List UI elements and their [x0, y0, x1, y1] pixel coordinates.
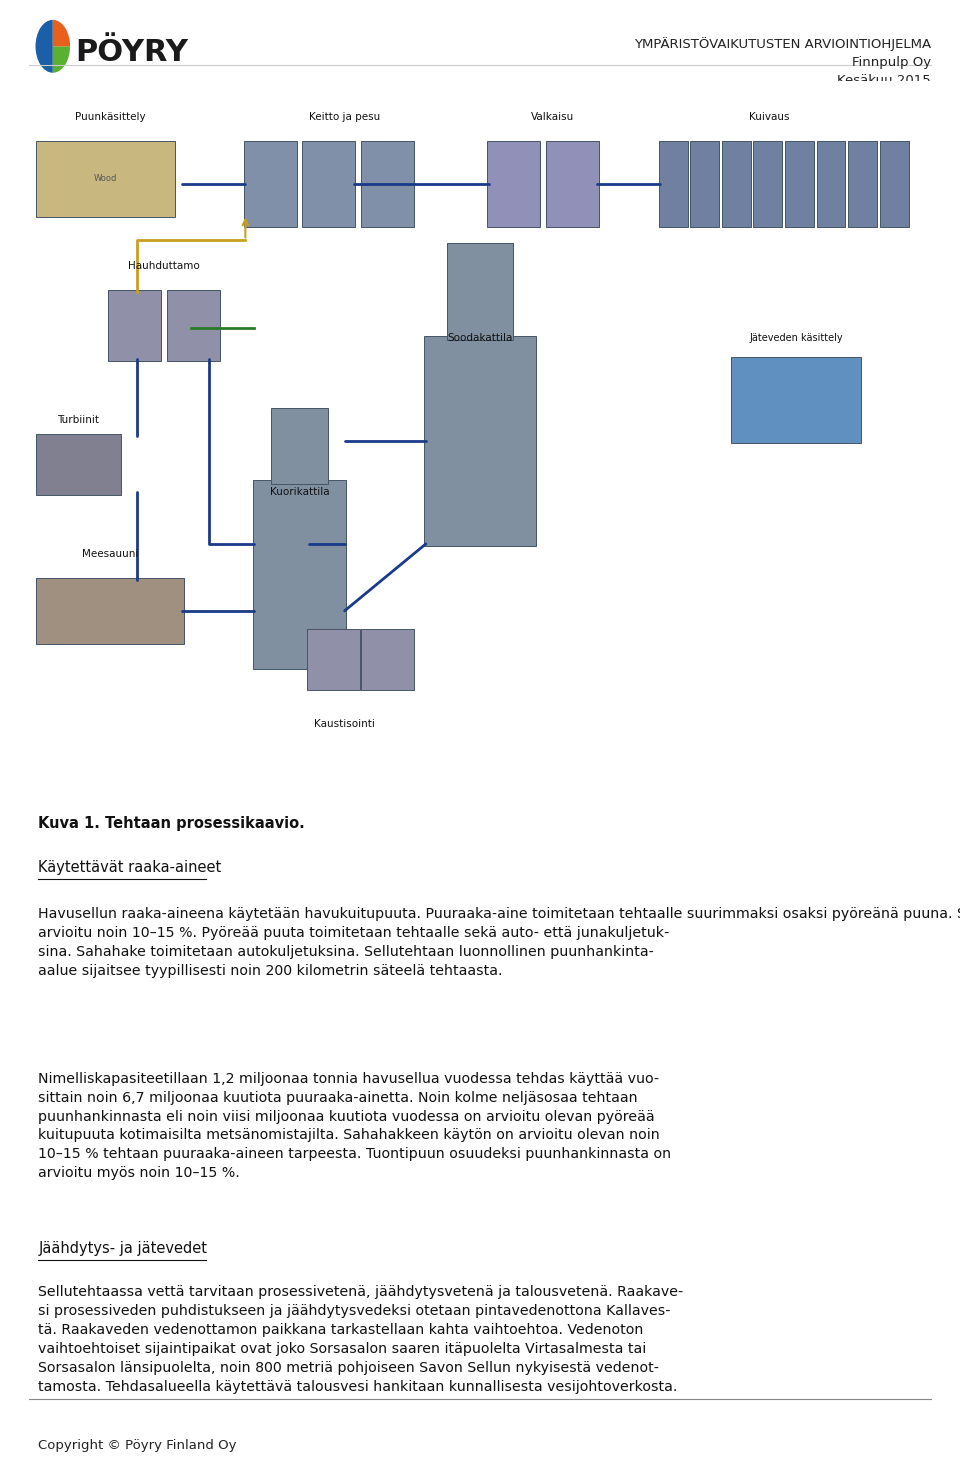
Text: Käytettävät raaka-aineet: Käytettävät raaka-aineet — [38, 860, 222, 875]
Text: Kuva 1. Tehtaan prosessikaavio.: Kuva 1. Tehtaan prosessikaavio. — [38, 816, 305, 831]
Text: Kaustisointi: Kaustisointi — [314, 719, 375, 729]
FancyBboxPatch shape — [754, 141, 782, 226]
FancyBboxPatch shape — [722, 141, 751, 226]
Text: Kuorikattila: Kuorikattila — [270, 488, 329, 497]
FancyBboxPatch shape — [307, 629, 360, 689]
FancyBboxPatch shape — [731, 357, 861, 442]
FancyBboxPatch shape — [546, 141, 599, 226]
Text: Copyright © Pöyry Finland Oy: Copyright © Pöyry Finland Oy — [38, 1439, 237, 1452]
FancyBboxPatch shape — [36, 578, 184, 644]
FancyBboxPatch shape — [879, 141, 909, 226]
Text: Kuivaus: Kuivaus — [749, 112, 789, 122]
FancyBboxPatch shape — [849, 141, 877, 226]
Text: Wood: Wood — [94, 173, 117, 184]
Text: Valkaisu: Valkaisu — [531, 112, 574, 122]
FancyBboxPatch shape — [36, 141, 175, 216]
FancyBboxPatch shape — [29, 81, 931, 801]
Text: Keitto ja pesu: Keitto ja pesu — [309, 112, 380, 122]
FancyBboxPatch shape — [424, 337, 536, 545]
FancyBboxPatch shape — [271, 409, 328, 484]
Text: Puunkäsittely: Puunkäsittely — [75, 112, 145, 122]
Text: Jäteveden käsittely: Jäteveden käsittely — [749, 334, 843, 343]
Text: PÖYRY: PÖYRY — [75, 38, 188, 68]
FancyBboxPatch shape — [659, 141, 687, 226]
FancyBboxPatch shape — [361, 141, 414, 226]
FancyBboxPatch shape — [108, 290, 161, 360]
FancyBboxPatch shape — [244, 141, 297, 226]
FancyBboxPatch shape — [488, 141, 540, 226]
Wedge shape — [53, 21, 70, 47]
Text: Turbiinit: Turbiinit — [58, 416, 100, 425]
FancyBboxPatch shape — [302, 141, 355, 226]
Text: Jäähdytys- ja jätevedet: Jäähdytys- ja jätevedet — [38, 1241, 207, 1255]
Text: Soodakattila: Soodakattila — [447, 334, 513, 343]
FancyBboxPatch shape — [361, 629, 414, 689]
FancyBboxPatch shape — [446, 244, 514, 340]
Text: Havusellun raaka-aineena käytetään havukuitupuuta. Puuraaka-aine toimitetaan teh: Havusellun raaka-aineena käytetään havuk… — [38, 907, 960, 978]
FancyBboxPatch shape — [252, 481, 347, 669]
FancyBboxPatch shape — [36, 434, 121, 494]
Text: YMPÄRISTÖVAIKUTUSTEN ARVIOINTIOHJELMA
Finnpulp Oy
Kesäkuu 2015
6 (117): YMPÄRISTÖVAIKUTUSTEN ARVIOINTIOHJELMA Fi… — [634, 37, 931, 104]
Text: Meesauuni: Meesauuni — [82, 550, 138, 559]
FancyBboxPatch shape — [785, 141, 814, 226]
Wedge shape — [53, 47, 70, 72]
Wedge shape — [36, 21, 53, 72]
FancyBboxPatch shape — [817, 141, 846, 226]
FancyBboxPatch shape — [690, 141, 719, 226]
Text: Nimelliskapasiteetillaan 1,2 miljoonaa tonnia havusellua vuodessa tehdas käyttää: Nimelliskapasiteetillaan 1,2 miljoonaa t… — [38, 1072, 672, 1180]
FancyBboxPatch shape — [167, 290, 220, 360]
Text: Sellutehtaassa vettä tarvitaan prosessivetenä, jäähdytysvetenä ja talousvetenä. : Sellutehtaassa vettä tarvitaan prosessiv… — [38, 1285, 684, 1394]
Text: Hauhduttamo: Hauhduttamo — [129, 262, 200, 270]
